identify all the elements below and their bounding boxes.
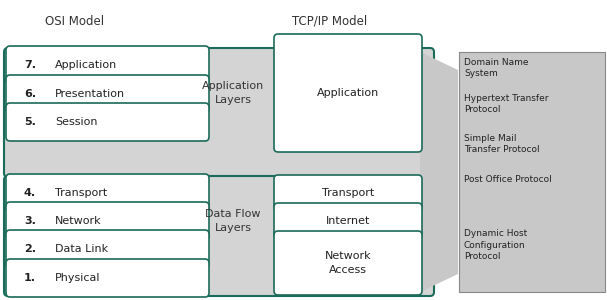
Text: Internet: Internet bbox=[326, 216, 370, 226]
Text: 1.: 1. bbox=[24, 273, 36, 283]
Text: Domain Name
System: Domain Name System bbox=[464, 58, 529, 78]
Text: OSI Model: OSI Model bbox=[46, 15, 104, 28]
FancyBboxPatch shape bbox=[459, 52, 605, 292]
FancyBboxPatch shape bbox=[274, 231, 422, 295]
Text: 3.: 3. bbox=[24, 216, 36, 226]
Text: Network: Network bbox=[55, 216, 101, 226]
Text: 6.: 6. bbox=[24, 89, 36, 99]
FancyBboxPatch shape bbox=[6, 259, 209, 297]
Polygon shape bbox=[420, 52, 458, 292]
FancyBboxPatch shape bbox=[6, 75, 209, 113]
FancyBboxPatch shape bbox=[274, 34, 422, 152]
Text: Transport: Transport bbox=[55, 188, 107, 198]
Text: TCP/IP Model: TCP/IP Model bbox=[293, 15, 368, 28]
Text: Transport: Transport bbox=[322, 188, 374, 198]
FancyBboxPatch shape bbox=[6, 230, 209, 268]
FancyBboxPatch shape bbox=[6, 46, 209, 84]
Text: 2.: 2. bbox=[24, 244, 36, 254]
Text: Post Office Protocol: Post Office Protocol bbox=[464, 176, 552, 184]
FancyBboxPatch shape bbox=[6, 202, 209, 240]
Text: Network
Access: Network Access bbox=[325, 251, 371, 274]
Text: Presentation: Presentation bbox=[55, 89, 125, 99]
Text: Application
Layers: Application Layers bbox=[202, 81, 264, 105]
FancyBboxPatch shape bbox=[6, 174, 209, 212]
Text: 4.: 4. bbox=[24, 188, 36, 198]
Text: Data Link: Data Link bbox=[55, 244, 108, 254]
Text: Session: Session bbox=[55, 117, 98, 127]
FancyBboxPatch shape bbox=[274, 203, 422, 239]
Text: Physical: Physical bbox=[55, 273, 101, 283]
FancyBboxPatch shape bbox=[274, 175, 422, 211]
Text: 5.: 5. bbox=[24, 117, 36, 127]
FancyBboxPatch shape bbox=[6, 103, 209, 141]
FancyBboxPatch shape bbox=[4, 48, 434, 177]
Text: 7.: 7. bbox=[24, 60, 36, 70]
Text: Data Flow
Layers: Data Flow Layers bbox=[205, 209, 261, 232]
Text: Application: Application bbox=[55, 60, 117, 70]
FancyBboxPatch shape bbox=[4, 176, 434, 296]
Text: Hypertext Transfer
Protocol: Hypertext Transfer Protocol bbox=[464, 94, 549, 114]
Text: Application: Application bbox=[317, 88, 379, 98]
Text: Dynamic Host
Configuration
Protocol: Dynamic Host Configuration Protocol bbox=[464, 230, 527, 261]
Text: Simple Mail
Transfer Protocol: Simple Mail Transfer Protocol bbox=[464, 134, 540, 154]
